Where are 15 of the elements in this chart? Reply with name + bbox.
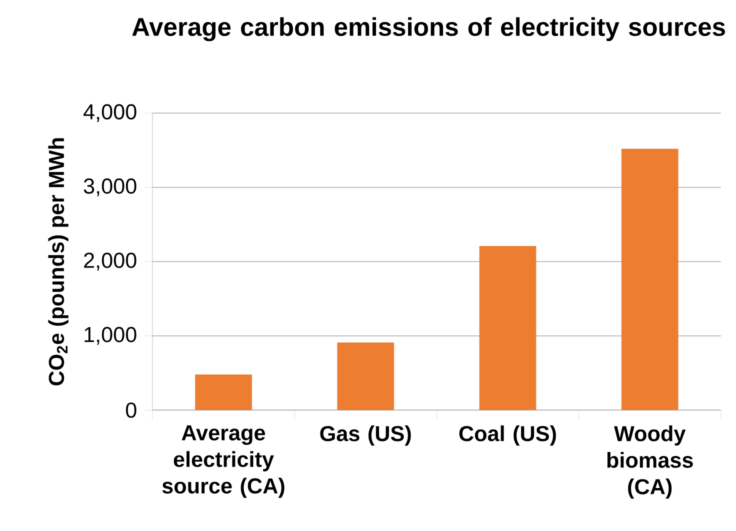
y-tick-label: 1,000 [84,326,136,345]
y-tick-label: 4,000 [84,104,136,122]
bar [479,246,536,410]
bar [337,342,394,410]
y-axis-title: CO$_{2}$e (pounds) per MWh [48,138,68,386]
x-tick-label: Coal (US) [459,425,556,446]
chart-title: Average carbon emissions of electricity sources [132,17,725,42]
y-tick-label: 0 [126,402,136,418]
x-tick-label: Gas (US) [320,425,411,446]
y-tick-label: 3,000 [84,178,136,196]
x-tick-label: Average electricity source (CA) [162,425,284,498]
bar [195,374,252,410]
y-tick-label: 2,000 [84,252,136,270]
bar [621,148,678,410]
x-tick-label: Woody biomass (CA) [607,425,693,499]
